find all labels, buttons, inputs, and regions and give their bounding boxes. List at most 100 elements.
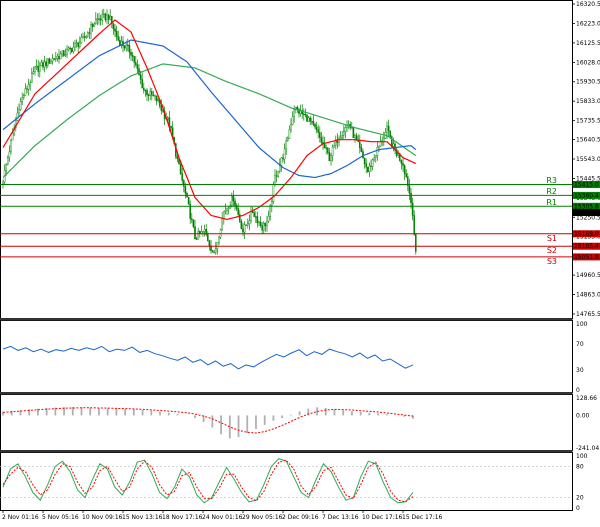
candle-body [248, 220, 251, 224]
candle-body [8, 151, 11, 158]
candle-body [128, 44, 131, 53]
candle-body [413, 215, 416, 235]
candle-body [152, 94, 155, 97]
pivot-level-name-s2: S2 [547, 246, 557, 255]
candle-body [32, 71, 35, 74]
candle-body [45, 61, 47, 66]
moving-average-slow-line [2, 63, 417, 178]
candle-body [189, 203, 192, 219]
candle-body [237, 208, 240, 215]
candle-body [258, 221, 260, 224]
candle-body [26, 88, 28, 90]
candle-body [18, 109, 20, 114]
candle-body [35, 65, 38, 68]
panel-separator [0, 318, 573, 321]
candle-body [351, 127, 353, 129]
macd-y-tick-label: -241.04 [576, 445, 599, 452]
pivot-level-price-r2: 15360.4 [574, 192, 599, 199]
candle-body [147, 94, 150, 96]
candle-body [69, 47, 71, 49]
pivot-level-name-r2: R2 [546, 187, 557, 196]
rsi-y-tick-label: 100 [576, 321, 588, 328]
candle-body [320, 137, 323, 143]
pivot-level-price-tag [573, 253, 600, 261]
candle-body [261, 225, 264, 231]
candle-body [328, 152, 331, 161]
candle-body [344, 127, 347, 132]
price-y-tick-label: 15445.5 [576, 175, 600, 182]
x-axis-date-label: 15 Nov 13:16 [122, 514, 163, 521]
moving-average-fast-line [2, 19, 417, 221]
candle-body [378, 145, 380, 148]
candle-body [146, 90, 148, 96]
candle-body [238, 214, 241, 222]
rsi-line [2, 345, 414, 370]
candle-body [126, 44, 129, 46]
stochastic-k-line [2, 458, 414, 504]
candle-body [64, 54, 67, 56]
candle-body [53, 58, 55, 60]
candle-body [55, 58, 57, 60]
candle-body [194, 226, 196, 240]
candle-body [182, 180, 185, 187]
candle-body [216, 242, 219, 249]
candle-body [290, 124, 292, 131]
candle-body [331, 146, 334, 156]
candle-body [387, 125, 390, 132]
rsi-y-tick-label: 30 [576, 367, 584, 374]
candle-body [67, 47, 70, 50]
x-axis-date-label: 10 Dec 17:16 [362, 514, 403, 521]
candle-body [192, 219, 195, 227]
candle-body [282, 157, 284, 160]
candle-body [40, 62, 43, 67]
candle-body [375, 155, 377, 158]
candle-body [109, 15, 111, 20]
candle-body [5, 164, 7, 171]
candle-body [243, 224, 246, 233]
candle-body [70, 48, 73, 52]
x-axis-date-label: 5 Nov 05:16 [42, 514, 79, 521]
candle-body [352, 127, 355, 138]
x-axis-date-label: 29 Nov 05:16 [242, 514, 283, 521]
candle-body [91, 24, 94, 27]
candle-body [240, 221, 243, 230]
candle-body [411, 202, 414, 216]
candle-body [296, 106, 299, 110]
candle-body [311, 121, 313, 123]
candle-body [303, 113, 305, 115]
candle-body [319, 132, 321, 138]
candle-body [298, 108, 300, 114]
candle-body [184, 186, 187, 194]
candle-body [283, 148, 286, 160]
x-axis-date-label: 24 Nov 01:16 [202, 514, 243, 521]
candle-body [88, 32, 91, 34]
candle-body [279, 165, 281, 172]
pivot-level-price-tag [573, 202, 600, 210]
candle-body [271, 201, 273, 206]
candle-body [362, 151, 364, 159]
pivot-level-name-s3: S3 [547, 257, 557, 266]
price-y-tick-label: 16320.5 [576, 1, 600, 8]
pivot-level-price-tag [573, 230, 600, 238]
macd-y-tick-label: 0.00 [576, 412, 590, 419]
candle-body [341, 135, 344, 138]
candle-body [235, 205, 238, 209]
candle-body [123, 45, 126, 49]
candle-body [48, 58, 51, 64]
candle-body [301, 110, 304, 115]
candle-body [256, 216, 259, 224]
pivot-level-price-s3: 15051.8 [574, 254, 599, 261]
candle-body [23, 95, 25, 98]
candle-body [339, 136, 342, 139]
candle-body [405, 173, 408, 177]
candle-body [269, 205, 272, 217]
candle-body [371, 159, 374, 167]
candle-body [379, 140, 382, 147]
candle-body [400, 160, 403, 164]
candle-body [118, 40, 121, 46]
price-y-tick-label: 14863.0 [576, 292, 600, 299]
candle-body [195, 238, 198, 240]
candle-body [288, 129, 291, 139]
